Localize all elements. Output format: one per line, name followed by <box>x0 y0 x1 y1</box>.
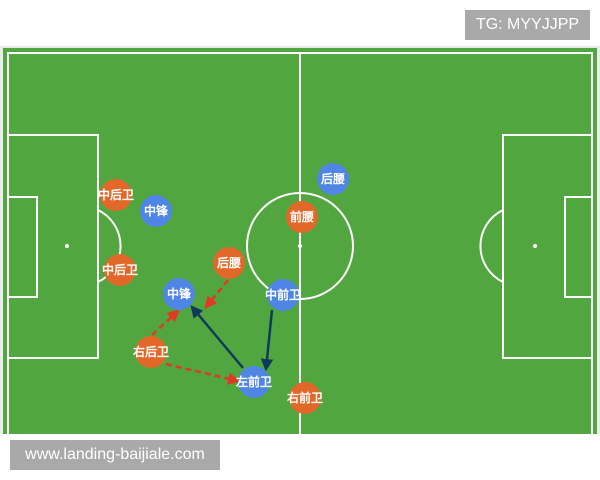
player-label: 中后卫 <box>102 262 138 277</box>
player-circle <box>135 336 167 368</box>
blue-player-marker: 左前卫 <box>235 366 272 398</box>
orange-player-marker: 右后卫 <box>132 336 169 368</box>
blue-player-marker: 中锋 <box>140 195 172 227</box>
watermark-top: TG: MYYJJPP <box>465 10 590 40</box>
pass-arrow <box>165 362 241 385</box>
player-label: 右后卫 <box>132 344 169 359</box>
player-circle <box>163 278 195 310</box>
orange-player-marker: 前腰 <box>286 201 318 233</box>
player-circle <box>100 179 132 211</box>
watermark-bottom: www.landing-baijiale.com <box>10 440 220 470</box>
player-label: 中锋 <box>144 203 169 218</box>
pass-arrow <box>204 279 229 309</box>
player-label: 右前卫 <box>286 390 323 405</box>
player-label: 中后卫 <box>98 187 134 202</box>
player-circle <box>213 247 245 279</box>
player-circle <box>267 279 299 311</box>
player-label: 中锋 <box>167 286 192 301</box>
blue-player-marker: 中锋 <box>163 278 195 310</box>
orange-player-marker: 后腰 <box>213 247 245 279</box>
player-label: 后腰 <box>321 171 345 186</box>
player-circle <box>104 254 136 286</box>
orange-player-marker: 中后卫 <box>102 254 138 286</box>
player-circle <box>286 201 318 233</box>
run-arrow <box>260 309 274 372</box>
player-label: 后腰 <box>217 255 241 270</box>
blue-player-marker: 后腰 <box>317 163 349 195</box>
orange-player-marker: 中后卫 <box>98 179 134 211</box>
blue-player-marker: 中前卫 <box>265 279 301 311</box>
player-circle <box>238 366 270 398</box>
player-label: 中前卫 <box>265 287 301 302</box>
run-arrow <box>190 305 244 369</box>
orange-player-marker: 右前卫 <box>286 382 323 414</box>
pass-arrow <box>151 309 180 336</box>
player-circle <box>289 382 321 414</box>
player-label: 左前卫 <box>235 374 272 389</box>
player-circle <box>317 163 349 195</box>
player-label: 前腰 <box>290 209 314 224</box>
player-circle <box>140 195 172 227</box>
